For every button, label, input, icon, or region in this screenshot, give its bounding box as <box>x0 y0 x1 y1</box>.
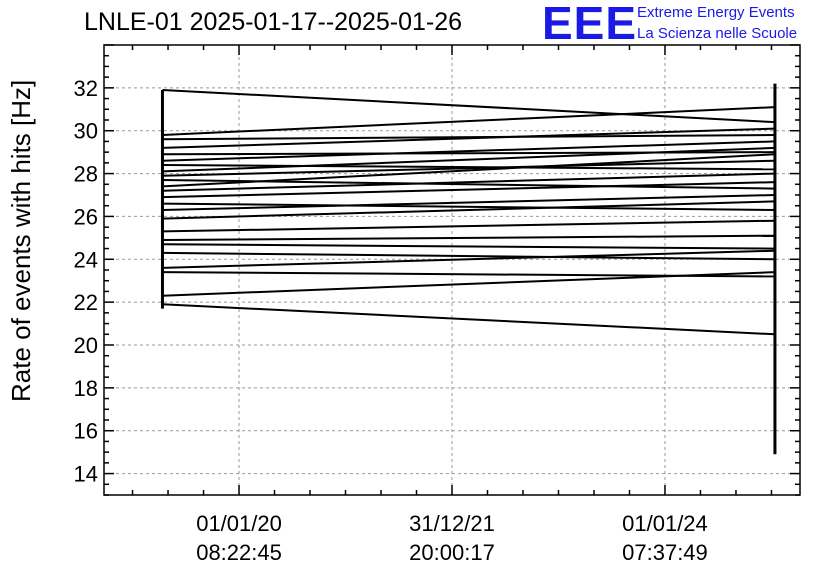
x-tick-label: 07:37:49 <box>622 540 708 565</box>
label-layer: 14 16 18 20 22 24 26 28 30 32 01/01/20 08:22:45 31/1… <box>74 76 708 565</box>
series-line-s4 <box>162 127 775 149</box>
series-line-s17 <box>162 219 775 233</box>
series-line-s13 <box>162 181 775 199</box>
series-layer <box>160 83 777 455</box>
y-axis-label: Rate of events with hits [Hz] <box>6 79 36 402</box>
y-tick-label: 20 <box>74 333 98 358</box>
axes-layer <box>103 44 801 496</box>
series-line-s18 <box>162 234 775 241</box>
series-line-s5 <box>162 151 775 156</box>
x-tick-label: 08:22:45 <box>196 540 282 565</box>
series-line-s23 <box>162 271 775 297</box>
eee-logo: EEE <box>542 0 638 49</box>
series-line-s6 <box>162 140 775 162</box>
x-tick-label: 01/01/24 <box>622 511 708 536</box>
logo-line-2: La Scienza nelle Scuole <box>637 25 798 42</box>
logo-line-1: Extreme Energy Events <box>637 4 795 21</box>
series-line-s20 <box>162 251 775 261</box>
y-tick-label: 22 <box>74 290 98 315</box>
series-line-s11 <box>162 153 775 188</box>
series-line-s19 <box>162 243 775 250</box>
series-line-s14 <box>162 202 775 211</box>
x-tick-label: 31/12/21 <box>409 511 495 536</box>
series-line-s2 <box>162 106 775 136</box>
x-tick-label: 01/01/20 <box>196 511 282 536</box>
y-tick-label: 24 <box>74 247 98 272</box>
x-tick-label: 20:00:17 <box>409 540 495 565</box>
series-line-s7 <box>162 164 775 171</box>
y-tick-label: 16 <box>74 419 98 444</box>
y-tick-label: 30 <box>74 119 98 144</box>
series-line-s12 <box>162 172 775 192</box>
grid-layer <box>104 45 800 495</box>
y-tick-label: 18 <box>74 376 98 401</box>
y-tick-label: 26 <box>74 204 98 229</box>
series-line-s15 <box>162 194 775 211</box>
series-line-s21 <box>162 249 775 269</box>
y-tick-label: 28 <box>74 162 98 187</box>
series-line-s16 <box>162 200 775 220</box>
series-line-s3 <box>162 134 775 141</box>
y-tick-label: 14 <box>74 462 98 487</box>
series-line-s1 <box>162 89 775 124</box>
series-line-s8 <box>162 146 775 173</box>
series-line-s24 <box>162 303 775 336</box>
series-line-s9 <box>162 159 775 177</box>
chart-title: LNLE-01 2025-01-17--2025-01-26 <box>84 8 463 36</box>
y-tick-label: 32 <box>74 76 98 101</box>
